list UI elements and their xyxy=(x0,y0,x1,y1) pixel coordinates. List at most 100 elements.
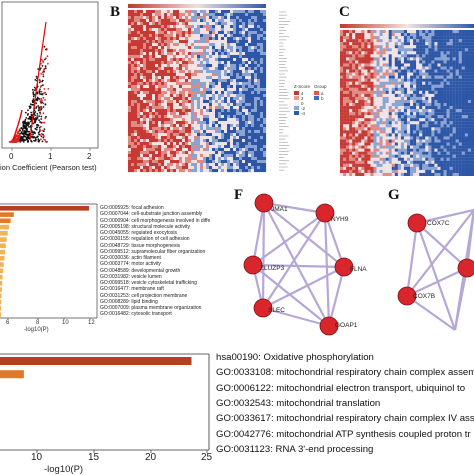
heatmap-cell xyxy=(161,124,164,127)
heatmap-cell xyxy=(206,31,209,34)
heatmap-cell xyxy=(419,85,422,88)
heatmap-cell xyxy=(465,42,468,45)
heatmap-cell xyxy=(236,151,239,154)
heatmap-cell xyxy=(131,103,134,106)
heatmap-cell xyxy=(182,13,185,16)
heatmap-cell xyxy=(364,136,367,139)
heatmap-cell xyxy=(170,133,173,136)
heatmap-cell xyxy=(410,155,413,158)
heatmap-cell xyxy=(158,52,161,55)
heatmap-cell xyxy=(191,169,194,172)
heatmap-cell xyxy=(242,70,245,73)
heatmap-cell xyxy=(206,94,209,97)
heatmap-cell xyxy=(257,76,260,79)
heatmap-cell xyxy=(407,133,410,136)
heatmap-cell xyxy=(340,51,343,54)
heatmap-cell xyxy=(212,25,215,28)
heatmap-cell xyxy=(143,97,146,100)
scatter-plot xyxy=(0,0,100,175)
heatmap-cell xyxy=(230,100,233,103)
heatmap-cell xyxy=(395,57,398,60)
heatmap-cell xyxy=(203,94,206,97)
heatmap-cell xyxy=(370,136,373,139)
heatmap-cell xyxy=(346,63,349,66)
heatmap-cell xyxy=(260,130,263,133)
heatmap-cell xyxy=(212,67,215,70)
heatmap-cell xyxy=(212,19,215,22)
heatmap-cell xyxy=(197,112,200,115)
heatmap-cell xyxy=(377,67,380,70)
heatmap-cell xyxy=(152,103,155,106)
heatmap-cell xyxy=(146,64,149,67)
heatmap-cell xyxy=(257,58,260,61)
heatmap-cell xyxy=(155,70,158,73)
heatmap-cell xyxy=(431,103,434,106)
heatmap-cell xyxy=(248,37,251,40)
heatmap-cell xyxy=(254,34,257,37)
heatmap-cell xyxy=(188,34,191,37)
heatmap-cell xyxy=(173,37,176,40)
heatmap-cell xyxy=(164,118,167,121)
heatmap-cell xyxy=(209,145,212,148)
heatmap-cell xyxy=(188,79,191,82)
heatmap-cell xyxy=(230,49,233,52)
heatmap-cell xyxy=(158,19,161,22)
heatmap-cell xyxy=(170,118,173,121)
heatmap-cell xyxy=(185,19,188,22)
heatmap-cell xyxy=(218,148,221,151)
heatmap-cell xyxy=(224,145,227,148)
heatmap-cell xyxy=(176,67,179,70)
heatmap-cell xyxy=(221,97,224,100)
heatmap-cell xyxy=(465,79,468,82)
heatmap-cell xyxy=(131,115,134,118)
heatmap-cell xyxy=(167,37,170,40)
heatmap-cell xyxy=(377,94,380,97)
heatmap-cell xyxy=(179,46,182,49)
heatmap-cell xyxy=(346,100,349,103)
heatmap-cell xyxy=(437,60,440,63)
heatmap-cell xyxy=(170,40,173,43)
heatmap-cell xyxy=(453,42,456,45)
legend-group-title: Group xyxy=(314,84,327,89)
heatmap-cell xyxy=(422,109,425,112)
heatmap-cell xyxy=(437,109,440,112)
heatmap-cell xyxy=(227,142,230,145)
heatmap-cell xyxy=(248,16,251,19)
heatmap-cell xyxy=(392,42,395,45)
heatmap-cell xyxy=(230,94,233,97)
heatmap-cell xyxy=(340,88,343,91)
heatmap-cell xyxy=(398,140,401,143)
heatmap-cell xyxy=(257,61,260,64)
heatmap-cell xyxy=(227,61,230,64)
heatmap-cell xyxy=(137,157,140,160)
heatmap-cell xyxy=(152,154,155,157)
heatmap-cell xyxy=(425,48,428,51)
heatmap-cell xyxy=(352,118,355,121)
heatmap-cell xyxy=(242,148,245,151)
heatmap-cell xyxy=(343,97,346,100)
heatmap-cell xyxy=(260,121,263,124)
heatmap-cell xyxy=(425,57,428,60)
heatmap-cell xyxy=(251,55,254,58)
heatmap-cell xyxy=(158,40,161,43)
heatmap-cell xyxy=(224,10,227,13)
heatmap-cell xyxy=(251,169,254,172)
heatmap-cell xyxy=(355,70,358,73)
heatmap-cell xyxy=(425,76,428,79)
heatmap-cell xyxy=(260,109,263,112)
heatmap-cell xyxy=(167,73,170,76)
heatmap-cell xyxy=(462,115,465,118)
heatmap-cell xyxy=(164,115,167,118)
heatmap-cell xyxy=(370,57,373,60)
heatmap-cell xyxy=(173,43,176,46)
heatmap-cell xyxy=(456,33,459,36)
heatmap-cell xyxy=(161,133,164,136)
heatmap-cell xyxy=(140,46,143,49)
heatmap-cell xyxy=(346,57,349,60)
heatmap-cell xyxy=(416,39,419,42)
heatmap-cell xyxy=(197,52,200,55)
heatmap-cell xyxy=(263,16,266,19)
heatmap-cell xyxy=(236,148,239,151)
heatmap-cell xyxy=(236,88,239,91)
heatmap-cell xyxy=(428,76,431,79)
